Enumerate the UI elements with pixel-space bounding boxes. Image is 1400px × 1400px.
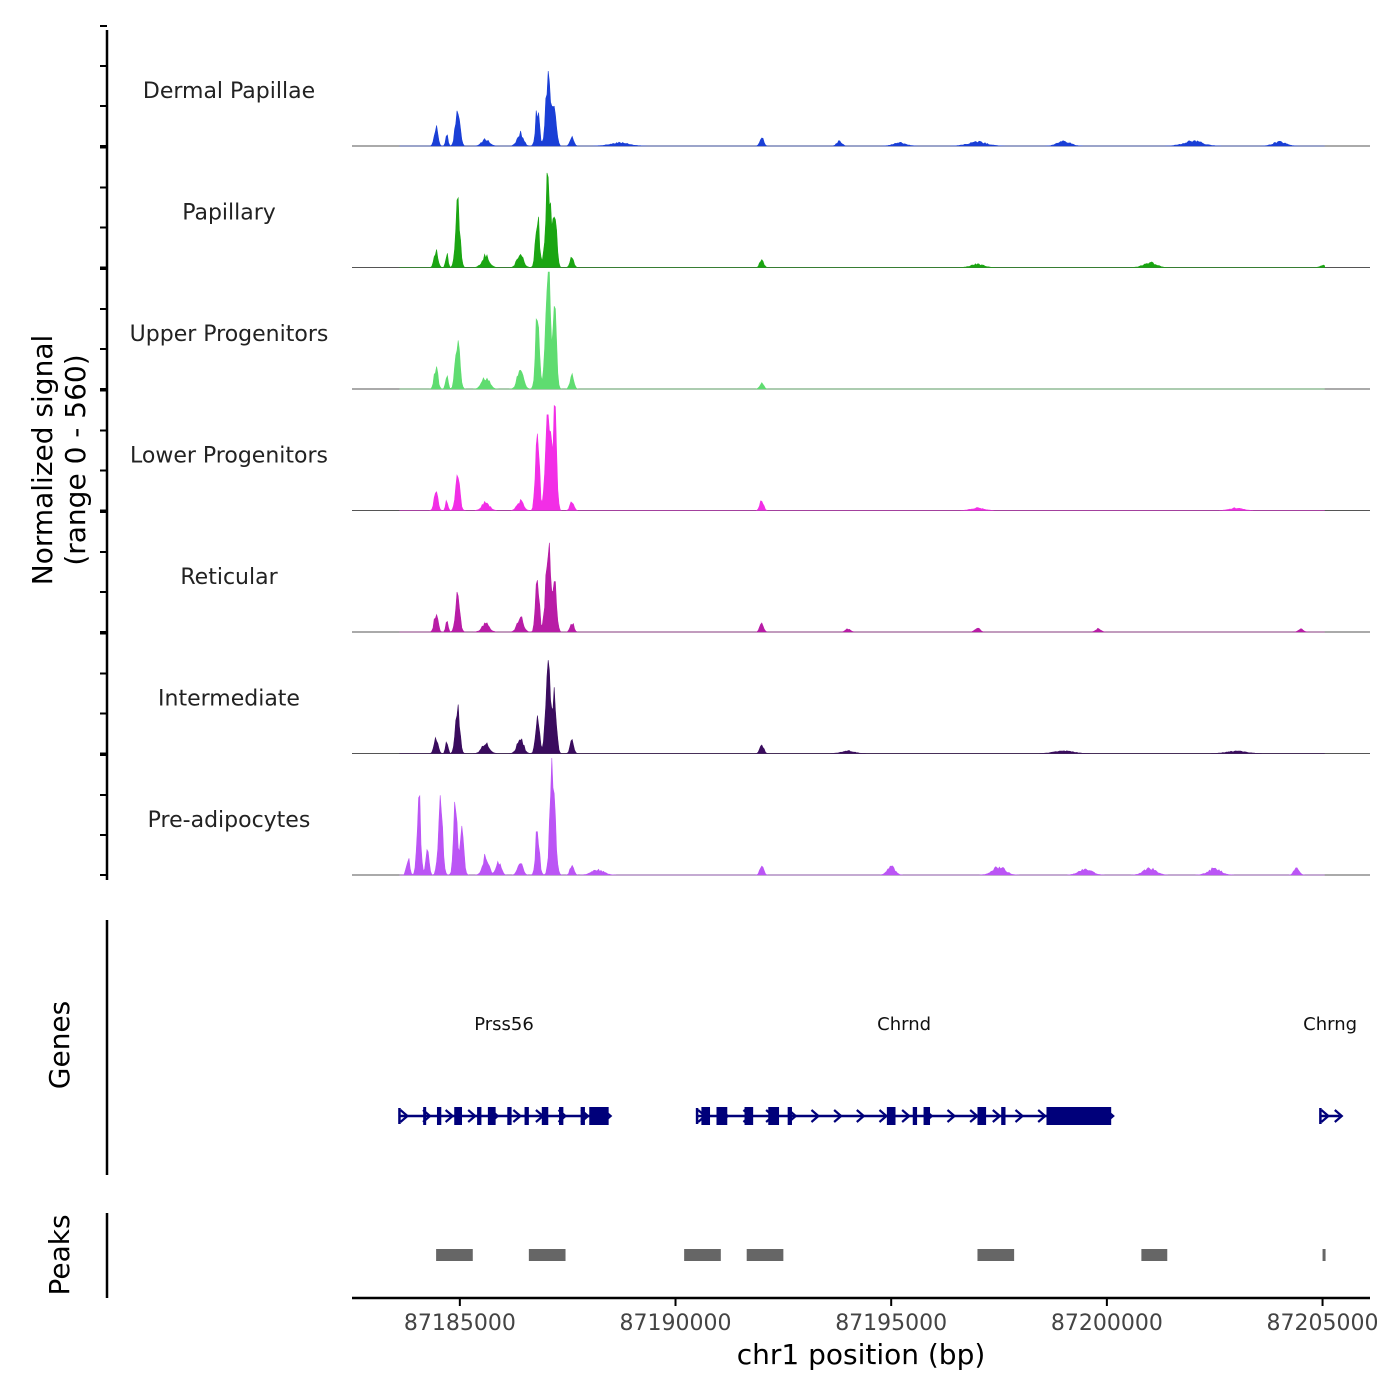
signal-area xyxy=(399,757,1325,876)
strand-chevron xyxy=(512,1109,523,1123)
y-axis-title-line1: Normalized signal xyxy=(26,335,59,586)
x-axis-title: chr1 position (bp) xyxy=(737,1338,986,1371)
signal-y-axis-ticks xyxy=(100,25,107,876)
strand-chevron xyxy=(1334,1109,1344,1123)
track-label: Dermal Papillae xyxy=(143,79,315,104)
strand-chevron xyxy=(878,1109,889,1123)
peak-region xyxy=(1322,1249,1326,1261)
gene-annotation-track: Prss56 Chrnd Chrng xyxy=(398,1014,1357,1125)
exon xyxy=(716,1107,728,1125)
strand-chevron xyxy=(856,1109,866,1123)
strand-chevron xyxy=(833,1109,843,1123)
track-intermediate: Intermediate xyxy=(158,660,1370,754)
track-papillary: Papillary xyxy=(182,172,1370,268)
signal-area xyxy=(399,70,1325,147)
signal-area xyxy=(399,542,1325,633)
exon xyxy=(886,1107,896,1125)
track-pre-adipocytes: Pre-adipocytes xyxy=(148,757,1370,876)
y-axis-title-line2: (range 0 - 560) xyxy=(59,354,92,565)
exon xyxy=(1001,1107,1006,1125)
signal-tracks: Dermal Papillae Papillary Upper Progenitor… xyxy=(130,70,1370,876)
exon xyxy=(912,1107,918,1125)
track-upper-progenitors: Upper Progenitors xyxy=(130,271,1370,390)
exon xyxy=(768,1107,780,1125)
x-tick-label: 87205000 xyxy=(1267,1311,1379,1336)
strand-chevron xyxy=(992,1109,1002,1123)
track-label: Upper Progenitors xyxy=(130,322,329,347)
peak-region xyxy=(746,1249,784,1261)
track-reticular: Reticular xyxy=(180,542,1370,633)
strand-chevron xyxy=(1014,1109,1025,1123)
exon xyxy=(559,1107,564,1125)
peak-region xyxy=(977,1249,1015,1261)
track-label: Papillary xyxy=(182,201,276,226)
peaks-track-label: Peaks xyxy=(43,1214,76,1295)
exon xyxy=(787,1107,792,1125)
genes-track-label: Genes xyxy=(43,1001,76,1089)
exon xyxy=(589,1107,609,1125)
exon xyxy=(423,1107,427,1125)
strand-chevron xyxy=(444,1109,455,1123)
track-label: Reticular xyxy=(180,565,278,590)
exon xyxy=(923,1107,931,1125)
gene-prss56: Prss56 xyxy=(398,1014,613,1125)
exon xyxy=(524,1107,529,1125)
x-tick-label: 87195000 xyxy=(835,1311,947,1336)
strand-chevron xyxy=(399,1109,410,1123)
strand-chevron xyxy=(1320,1109,1331,1123)
strand-chevron xyxy=(969,1109,979,1123)
exon xyxy=(580,1107,585,1125)
strand-chevron xyxy=(1037,1109,1047,1123)
strand-chevron xyxy=(901,1109,911,1123)
gene-label: Prss56 xyxy=(474,1014,534,1035)
peak-region xyxy=(528,1249,566,1261)
peak-region xyxy=(1141,1249,1168,1261)
exon xyxy=(487,1107,496,1125)
exon xyxy=(1046,1107,1112,1125)
gene-label: Chrnd xyxy=(877,1014,931,1035)
track-lower-progenitors: Lower Progenitors xyxy=(130,404,1370,511)
x-tick-label: 87190000 xyxy=(620,1311,732,1336)
signal-area xyxy=(399,404,1325,511)
peak-region xyxy=(684,1249,721,1261)
peak-region xyxy=(436,1249,473,1261)
signal-area xyxy=(399,660,1325,754)
strand-chevron xyxy=(467,1109,477,1123)
track-dermal-papillae: Dermal Papillae xyxy=(143,70,1370,147)
peak-regions-track xyxy=(436,1249,1326,1261)
exon xyxy=(541,1107,549,1125)
strand-chevron xyxy=(946,1109,957,1123)
exon xyxy=(454,1107,462,1125)
track-label: Pre-adipocytes xyxy=(148,808,311,833)
signal-area xyxy=(399,172,1326,268)
gene-chrnd: Chrnd xyxy=(695,1014,1115,1125)
x-tick-label: 87200000 xyxy=(1051,1311,1163,1336)
exon xyxy=(436,1107,442,1125)
track-label: Intermediate xyxy=(158,687,300,712)
track-label: Lower Progenitors xyxy=(130,444,328,469)
x-axis-ticks: 87185000 87190000 87195000 87200000 87205000 xyxy=(404,1298,1379,1336)
exon xyxy=(701,1107,711,1125)
exon xyxy=(477,1107,482,1125)
gene-label: Chrng xyxy=(1303,1014,1357,1035)
gene-chrng: Chrng xyxy=(1303,1014,1357,1124)
exon xyxy=(977,1107,987,1125)
strand-chevron xyxy=(810,1109,821,1123)
signal-area xyxy=(399,271,1325,390)
exon xyxy=(507,1107,512,1125)
exon xyxy=(744,1107,754,1125)
x-tick-label: 87185000 xyxy=(404,1311,516,1336)
